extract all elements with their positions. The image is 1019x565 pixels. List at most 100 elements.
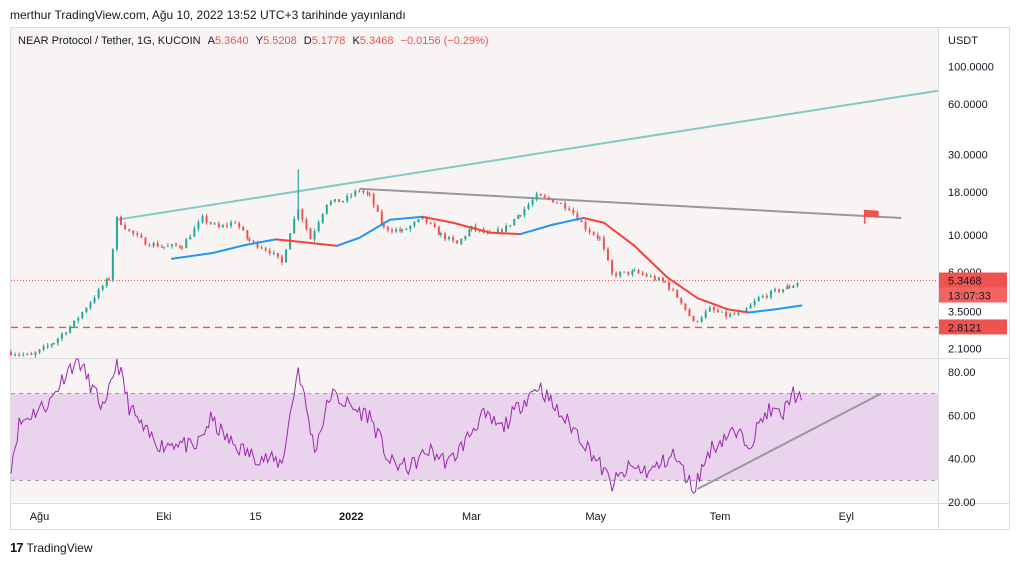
candle-body — [81, 312, 84, 319]
candle-body — [439, 233, 442, 235]
price-tick-label: 2.1000 — [948, 344, 982, 356]
candle-body — [672, 289, 675, 291]
legend-close: 5.3468 — [359, 35, 394, 47]
candle-body — [547, 197, 550, 200]
candle-body — [246, 230, 249, 239]
price-pane-background — [11, 28, 938, 358]
candle-body — [596, 234, 599, 239]
candle-body — [745, 308, 748, 312]
candle-body — [358, 190, 361, 192]
candle-body — [156, 243, 159, 247]
legend-close-label: K — [352, 35, 360, 47]
last-price-badge — [939, 272, 1007, 288]
candle-body — [368, 194, 371, 196]
candle-body — [380, 211, 383, 225]
time-tick-label: Ağu — [30, 511, 50, 523]
candle-body — [437, 227, 440, 235]
candle-body — [531, 199, 534, 205]
candle-body — [631, 270, 634, 275]
candle-body — [753, 300, 756, 305]
moving-average-segment — [305, 241, 338, 247]
rsi-tick-label: 20.00 — [948, 497, 976, 509]
candle-body — [509, 225, 512, 227]
rsi-trendline — [697, 392, 882, 490]
candle-body — [73, 320, 76, 327]
candle-body — [696, 320, 699, 322]
candle-body — [598, 237, 601, 239]
candle-body — [162, 246, 165, 248]
price-tick-label: 30.0000 — [948, 150, 988, 162]
candle-body — [505, 225, 508, 232]
candle-body — [362, 190, 365, 193]
legend-symbol: NEAR Protocol / Tether, 1G, KUCOIN — [18, 35, 201, 47]
moving-average-segment — [388, 215, 424, 221]
candle-body — [417, 219, 420, 222]
candle-body — [468, 229, 471, 237]
legend-high-label: Y — [255, 35, 264, 47]
countdown-label: 13:07:33 — [948, 291, 991, 303]
candle-body — [637, 270, 640, 274]
candle-body — [611, 260, 614, 274]
legend-open: 5.3640 — [215, 35, 249, 47]
candle-body — [209, 222, 212, 224]
candle-body — [313, 231, 316, 240]
candle-body — [788, 286, 791, 288]
price-tick-label: 10.0000 — [948, 230, 988, 242]
candle-body — [623, 271, 626, 273]
candle-body — [395, 229, 398, 232]
time-tick-label: Mar — [462, 511, 481, 523]
candle-body — [30, 353, 33, 355]
candle-body — [26, 353, 29, 355]
price-tick-label: 3.5000 — [948, 306, 982, 318]
candle-body — [792, 285, 795, 288]
moving-average-segment — [244, 238, 277, 246]
candle-body — [584, 222, 587, 230]
candle-body — [52, 342, 55, 345]
footer: 17 TradingView — [10, 540, 93, 555]
candle-body — [238, 223, 241, 228]
candle-body — [128, 229, 131, 231]
candle-body — [148, 245, 151, 247]
moving-average-segment — [582, 216, 605, 224]
candle-body — [721, 311, 724, 313]
tradingview-logo-icon: 17 — [10, 540, 24, 555]
candle-body — [782, 289, 785, 292]
footer-brand[interactable]: TradingView — [26, 540, 93, 555]
candle-body — [456, 240, 459, 244]
candle-body — [653, 276, 656, 280]
support-badge — [939, 319, 1007, 335]
candle-body — [535, 193, 538, 200]
candle-body — [317, 222, 320, 232]
symbol-legend: NEAR Protocol / Tether, 1G, KUCOIN A5.36… — [18, 35, 489, 47]
moving-average-segment — [633, 244, 669, 279]
candle-body — [166, 245, 169, 247]
candle-body — [433, 223, 436, 228]
support-label: 2.8121 — [948, 322, 982, 334]
candle-body — [264, 248, 267, 251]
candle-body — [101, 286, 104, 290]
price-tick-label: 100.0000 — [948, 62, 994, 74]
moving-average-segment — [488, 231, 522, 236]
candle-body — [376, 205, 379, 212]
candle-body — [111, 249, 114, 280]
moving-average-segment — [666, 276, 699, 300]
time-tick-label: 15 — [249, 511, 261, 523]
candle-body — [230, 222, 233, 226]
candle-body — [737, 312, 740, 315]
countdown-badge — [939, 287, 1007, 303]
candle-body — [769, 290, 772, 298]
legend-low: 5.1778 — [311, 35, 346, 47]
moving-average-segment — [602, 221, 636, 247]
candle-body — [765, 295, 768, 298]
candle-body — [708, 307, 711, 312]
time-tick-label: May — [585, 511, 606, 523]
candle-body — [576, 213, 579, 221]
candle-body — [413, 221, 416, 226]
moving-average-segment — [551, 216, 585, 226]
time-tick-label: 2022 — [339, 511, 363, 523]
moving-average-segment — [774, 304, 803, 311]
candle-body — [464, 236, 467, 239]
candle-body — [65, 332, 68, 335]
candle-body — [333, 199, 336, 202]
